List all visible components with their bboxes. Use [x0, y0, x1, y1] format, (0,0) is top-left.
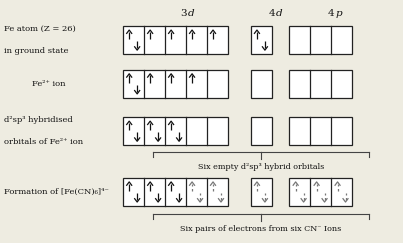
- Bar: [289, 178, 352, 206]
- Text: orbitals of Fe²⁺ ion: orbitals of Fe²⁺ ion: [4, 138, 83, 146]
- Bar: [251, 70, 272, 98]
- Text: p: p: [335, 9, 342, 17]
- Text: 4: 4: [328, 9, 334, 17]
- Text: d: d: [187, 9, 194, 17]
- Text: Fe atom (Z = 26): Fe atom (Z = 26): [4, 25, 76, 33]
- Bar: [123, 26, 228, 54]
- Text: Fe²⁺ ion: Fe²⁺ ion: [32, 80, 66, 88]
- Bar: [289, 26, 352, 54]
- Text: d: d: [276, 9, 282, 17]
- Bar: [251, 178, 272, 206]
- Bar: [123, 117, 228, 145]
- Text: Formation of [Fe(CN)₆]⁴⁻: Formation of [Fe(CN)₆]⁴⁻: [4, 188, 109, 196]
- Bar: [289, 70, 352, 98]
- Bar: [123, 70, 228, 98]
- Text: in ground state: in ground state: [4, 47, 69, 55]
- Bar: [123, 178, 228, 206]
- Text: Six pairs of electrons from six CN⁻ Ions: Six pairs of electrons from six CN⁻ Ions: [180, 225, 342, 233]
- Text: Six empty d²sp³ hybrid orbitals: Six empty d²sp³ hybrid orbitals: [198, 163, 324, 171]
- Text: d²sp³ hybridised: d²sp³ hybridised: [4, 116, 73, 124]
- Text: 3: 3: [180, 9, 187, 17]
- Bar: [251, 26, 272, 54]
- Text: 4: 4: [268, 9, 275, 17]
- Bar: [251, 117, 272, 145]
- Bar: [289, 117, 352, 145]
